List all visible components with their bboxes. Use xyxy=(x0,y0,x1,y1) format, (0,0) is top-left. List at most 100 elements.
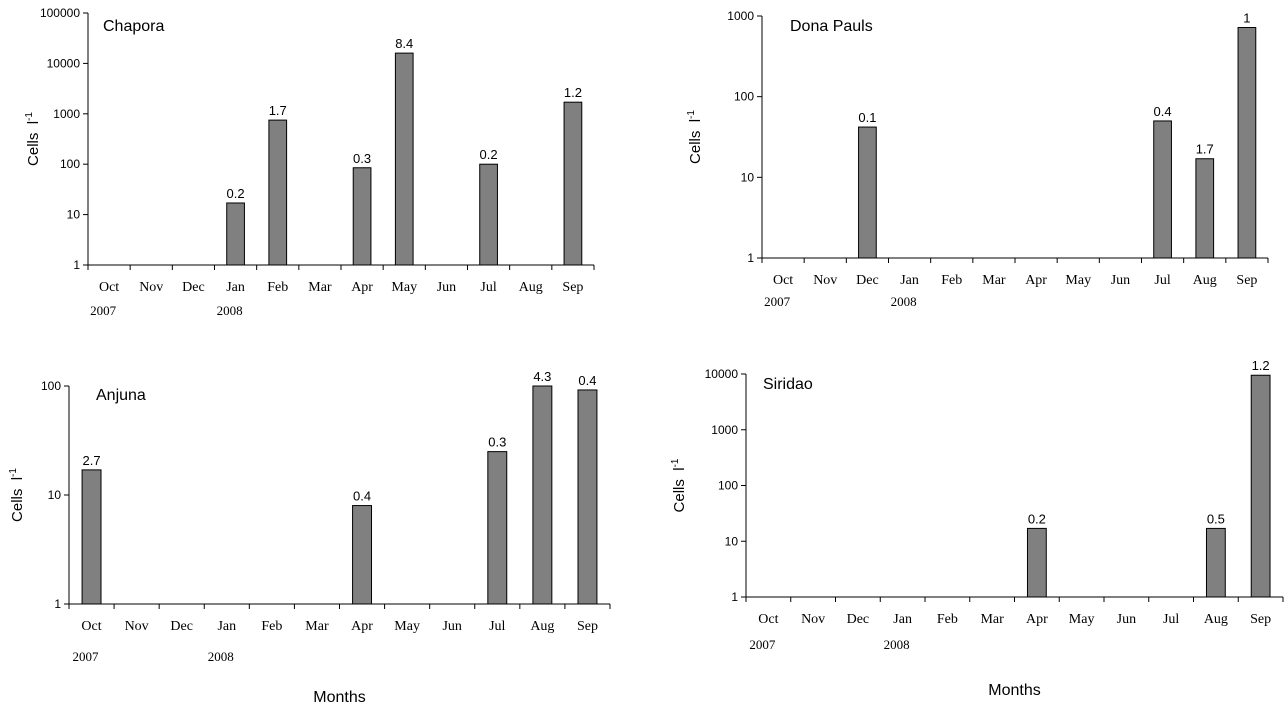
data-label: 0.2 xyxy=(1028,511,1046,526)
y-tick-label: 1 xyxy=(747,251,754,265)
data-label: 1.2 xyxy=(564,85,582,100)
bar xyxy=(81,469,102,605)
x-tick-label: Jul xyxy=(480,280,496,295)
x-tick-label: Dec xyxy=(847,612,870,627)
y-tick-label: 1000 xyxy=(53,107,80,121)
y-tick-label: 100 xyxy=(718,479,738,493)
y-axis-label: Cells l-1 xyxy=(24,112,42,166)
bar xyxy=(1026,527,1047,598)
x-tick-label: Dec xyxy=(182,280,205,295)
y-tick-label: 10 xyxy=(741,170,755,184)
x-tick-label: Jul xyxy=(1163,612,1179,627)
x-tick-label: Feb xyxy=(261,619,282,634)
bar xyxy=(1250,374,1271,598)
chart-title: Dona Pauls xyxy=(790,18,873,35)
data-label: 0.2 xyxy=(227,186,245,201)
bar xyxy=(394,52,414,266)
year-label: 2008 xyxy=(884,637,910,652)
x-tick-label: Nov xyxy=(813,273,837,288)
bar xyxy=(577,389,598,605)
y-tick-label: 100 xyxy=(41,379,61,393)
x-tick-label: Jul xyxy=(1154,273,1170,288)
x-tick-label: Sep xyxy=(562,280,583,295)
x-tick-label: Oct xyxy=(99,280,119,295)
data-label: 1.2 xyxy=(1252,358,1270,373)
y-tick-label: 1000 xyxy=(727,9,754,23)
x-tick-label: May xyxy=(391,280,417,295)
y-tick-label: 1000 xyxy=(711,423,738,437)
y-axis-label: Cells l-1 xyxy=(670,458,688,512)
bar xyxy=(563,101,583,266)
x-tick-label: May xyxy=(1065,273,1091,288)
x-tick-label: Aug xyxy=(519,280,543,295)
y-axis-label: Cells l-1 xyxy=(8,468,26,522)
year-label: 2008 xyxy=(891,294,917,309)
x-tick-label: Jun xyxy=(1111,273,1130,288)
x-tick-label: Jan xyxy=(900,273,919,288)
year-label: 2008 xyxy=(208,649,234,664)
chart-title: Siridao xyxy=(763,376,813,393)
year-label: 2007 xyxy=(764,294,791,309)
y-tick-label: 10000 xyxy=(47,56,81,70)
x-tick-label: Oct xyxy=(81,619,101,634)
x-tick-label: Apr xyxy=(351,280,373,295)
y-tick-label: 100 xyxy=(734,90,754,104)
data-label: 0.1 xyxy=(858,110,876,125)
x-tick-label: May xyxy=(394,619,420,634)
y-axis-label-text: Cells l-1 xyxy=(670,458,688,512)
x-tick-label: Jan xyxy=(217,619,236,634)
data-label: 4.3 xyxy=(533,369,551,384)
x-tick-label: Sep xyxy=(577,619,598,634)
y-tick-label: 10 xyxy=(725,534,739,548)
x-tick-label: Aug xyxy=(1193,273,1217,288)
year-label: 2007 xyxy=(749,637,776,652)
year-label: 2008 xyxy=(217,303,243,318)
x-tick-label: Dec xyxy=(856,273,879,288)
data-label: 0.4 xyxy=(578,373,596,388)
x-tick-label: Mar xyxy=(980,612,1004,627)
chart-title: Anjuna xyxy=(96,387,146,404)
x-tick-label: Nov xyxy=(801,612,825,627)
bar xyxy=(268,119,288,266)
bar xyxy=(532,385,553,605)
x-tick-label: Sep xyxy=(1250,612,1271,627)
y-tick-label: 100000 xyxy=(40,6,80,20)
data-label: 0.5 xyxy=(1207,511,1225,526)
x-tick-label: Jun xyxy=(442,619,461,634)
y-tick-label: 1 xyxy=(731,590,738,604)
bar xyxy=(487,451,508,605)
x-tick-label: Feb xyxy=(941,273,962,288)
data-label: 8.4 xyxy=(395,36,413,51)
x-tick-label: Mar xyxy=(305,619,329,634)
chart-title: Chapora xyxy=(103,18,164,35)
x-axis-label: Months xyxy=(313,689,365,705)
x-tick-label: Oct xyxy=(773,273,793,288)
x-tick-label: Jan xyxy=(893,612,912,627)
bar xyxy=(1153,120,1172,259)
year-label: 2007 xyxy=(73,649,100,664)
x-tick-label: Nov xyxy=(125,619,149,634)
bar xyxy=(479,163,498,266)
x-tick-label: Apr xyxy=(1025,273,1047,288)
x-tick-label: Jun xyxy=(437,280,456,295)
year-label: 2007 xyxy=(90,303,117,318)
y-axis-label: Cells l-1 xyxy=(686,110,704,164)
bar xyxy=(858,126,877,259)
y-axis-label-text: Cells l-1 xyxy=(686,110,704,164)
data-label: 0.4 xyxy=(353,489,371,504)
data-label: 0.3 xyxy=(488,435,506,450)
data-label: 0.3 xyxy=(353,151,371,166)
x-tick-label: Jan xyxy=(226,280,245,295)
bar xyxy=(226,202,245,266)
x-tick-label: Apr xyxy=(351,619,373,634)
data-label: 1.7 xyxy=(269,103,287,118)
data-label: 0.4 xyxy=(1154,104,1172,119)
x-tick-label: Apr xyxy=(1026,612,1048,627)
x-tick-label: Mar xyxy=(308,280,332,295)
bar xyxy=(1205,527,1226,598)
bar xyxy=(1195,158,1215,259)
x-tick-label: Aug xyxy=(1204,612,1228,627)
x-tick-label: Jun xyxy=(1117,612,1136,627)
data-label: 0.2 xyxy=(480,147,498,162)
